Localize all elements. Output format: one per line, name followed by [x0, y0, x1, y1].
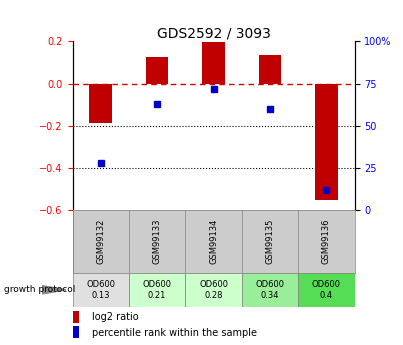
Text: OD600
0.13: OD600 0.13: [86, 280, 115, 299]
Bar: [89, 83, 112, 123]
Text: OD600
0.34: OD600 0.34: [256, 280, 285, 299]
Text: GSM99132: GSM99132: [96, 219, 105, 264]
Bar: [129, 273, 185, 307]
Text: GSM99134: GSM99134: [209, 219, 218, 264]
Bar: [259, 55, 281, 83]
Bar: [73, 310, 79, 323]
Bar: [73, 326, 79, 338]
Bar: [202, 42, 225, 83]
Text: log2 ratio: log2 ratio: [92, 312, 139, 322]
Bar: [73, 273, 129, 307]
Bar: [298, 273, 355, 307]
Text: GSM99135: GSM99135: [266, 219, 274, 264]
Text: OD600
0.4: OD600 0.4: [312, 280, 341, 299]
Text: percentile rank within the sample: percentile rank within the sample: [92, 328, 257, 338]
Bar: [315, 83, 338, 200]
Bar: [146, 57, 168, 83]
Bar: [185, 273, 242, 307]
Text: GSM99133: GSM99133: [153, 219, 162, 264]
Title: GDS2592 / 3093: GDS2592 / 3093: [157, 26, 270, 40]
Text: GSM99136: GSM99136: [322, 219, 331, 264]
Text: OD600
0.21: OD600 0.21: [143, 280, 172, 299]
Text: OD600
0.28: OD600 0.28: [199, 280, 228, 299]
Polygon shape: [42, 286, 66, 294]
Text: growth protocol: growth protocol: [4, 285, 75, 294]
Bar: [242, 273, 298, 307]
